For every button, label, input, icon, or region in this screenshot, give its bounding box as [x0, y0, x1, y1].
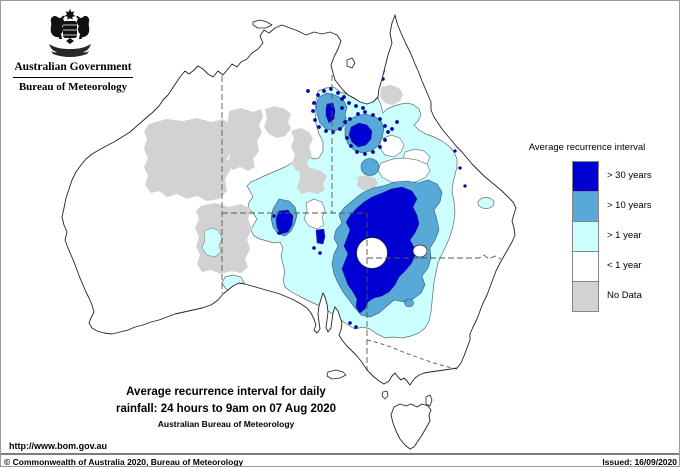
legend-swatch-nodata [572, 281, 599, 312]
legend-title: Average recurrence interval [528, 142, 646, 153]
no-data-regions [144, 85, 403, 274]
king-island [381, 390, 389, 400]
footer-strip: © Commonwealth of Australia 2020, Bureau… [1, 457, 679, 467]
legend-item: > 30 years [572, 161, 667, 192]
map-title-line2: rainfall: 24 hours to 9am on 07 Aug 2020 [115, 403, 337, 415]
legend-swatch-gt1 [572, 221, 599, 252]
legend-label: > 10 years [607, 200, 652, 211]
logo-divider [13, 77, 133, 78]
map-title-line1: Average recurrence interval for daily [126, 386, 326, 398]
lt1yr-ring-hole [356, 237, 388, 269]
coastline [61, 14, 517, 450]
coat-of-arms-icon [49, 9, 91, 57]
bureau-title: Bureau of Meteorology [18, 81, 128, 93]
legend-label: No Data [607, 290, 642, 301]
station-dots [272, 19, 467, 329]
legend-label: > 1 year [607, 230, 642, 241]
groote-island [346, 57, 356, 69]
bom-url: http://www.bom.gov.au [9, 441, 107, 451]
legend-item: No Data [572, 281, 667, 312]
kangaroo-island [326, 369, 347, 380]
state-borders [221, 75, 502, 371]
legend-swatch-lt1 [572, 251, 599, 282]
gt1yr-hole-in-nodata [201, 227, 223, 258]
melville-island [252, 19, 273, 29]
legend-item: > 1 year [572, 221, 667, 252]
flinders-island [425, 394, 433, 407]
issued-date: Issued: 16/09/2020 [602, 457, 677, 467]
legend-swatch-gt30 [572, 161, 599, 192]
legend-rows: > 30 years > 10 years > 1 year < 1 year … [572, 161, 667, 312]
map-title-block: Average recurrence interval for daily ra… [81, 384, 371, 431]
lt1yr-holes [303, 134, 431, 230]
footer-divider [1, 453, 679, 455]
legend-swatch-gt10 [572, 191, 599, 222]
copyright-text: © Commonwealth of Australia 2020, Bureau… [4, 457, 244, 467]
legend-label: > 30 years [607, 170, 652, 181]
lt1yr-small-hole [412, 244, 428, 258]
map-title-line3: Australian Bureau of Meteorology [157, 419, 295, 429]
government-title: Australian Government [14, 61, 132, 73]
legend-label: < 1 year [607, 260, 642, 271]
government-logo: Australian Government Bureau of Meteorol… [1, 1, 151, 101]
tasmania-outline [390, 403, 432, 450]
legend-item: > 10 years [572, 191, 667, 222]
legend-item: < 1 year [572, 251, 667, 282]
legend: Average recurrence interval > 30 years >… [507, 142, 667, 312]
